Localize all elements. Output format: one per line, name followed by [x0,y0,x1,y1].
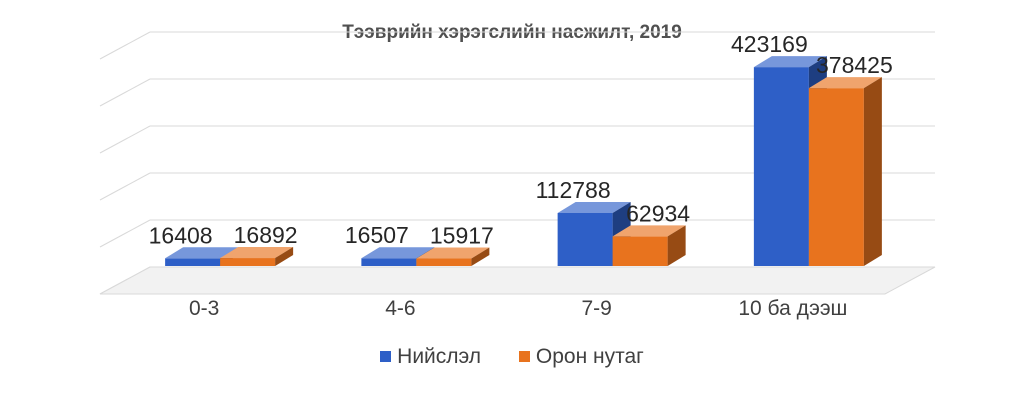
legend-swatch-capital [380,351,392,362]
bar-top [220,247,294,259]
bar [612,236,668,266]
category-label: 0-3 [189,297,219,320]
bar [416,258,472,266]
data-label: 16408 [149,222,213,248]
legend-item-rural: Орон нутаг [518,344,644,369]
bar [753,67,809,267]
bar-top [808,77,882,89]
bar-top [361,247,435,259]
bar [220,258,276,266]
data-label: 16507 [345,222,409,248]
data-label: 423169 [731,31,808,57]
bar-top [557,201,631,213]
category-label: 7-9 [581,297,611,320]
data-label: 112788 [536,177,611,203]
data-label: 16892 [234,222,298,248]
bar-side [275,247,294,266]
bar [557,212,613,266]
bar-side [471,247,490,266]
bar [808,88,864,266]
gridline-side [99,219,151,248]
gridline-side [99,31,151,60]
legend-label-capital: Нийслэл [397,344,482,368]
data-label: 62934 [626,200,690,226]
gridline-side [99,125,151,154]
bar-side [667,225,686,266]
data-label: 15917 [430,223,494,249]
chart-floor [99,266,936,295]
legend: Нийслэл Орон нутаг [0,344,1024,369]
bar-side [863,77,882,266]
category-label: 4-6 [385,297,415,320]
bar-top [165,247,239,259]
bar-top [612,225,686,237]
legend-item-capital: Нийслэл [380,345,481,369]
gridline-side [99,78,151,107]
legend-swatch-rural [518,351,530,362]
bar [165,258,221,266]
category-label: 10 ба дээш [738,297,847,320]
gridline-side [99,172,151,201]
bar-top [416,247,490,259]
data-label: 378425 [816,52,893,78]
bar-top [753,56,827,68]
bar [361,258,417,266]
legend-label-rural: Орон нутаг [535,344,644,368]
